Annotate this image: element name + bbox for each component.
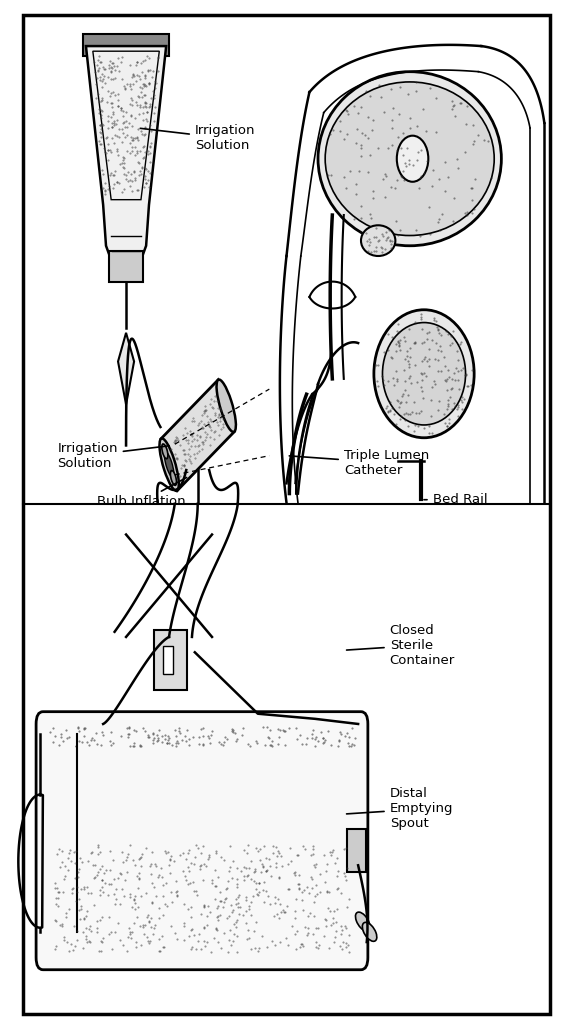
Text: Bulb Inflation: Bulb Inflation (97, 477, 187, 508)
FancyBboxPatch shape (109, 251, 143, 282)
Ellipse shape (164, 452, 174, 477)
FancyBboxPatch shape (83, 34, 169, 56)
Text: Irrigation
Solution: Irrigation Solution (140, 124, 256, 153)
Ellipse shape (170, 471, 176, 485)
Ellipse shape (362, 923, 377, 941)
FancyBboxPatch shape (347, 829, 366, 872)
Ellipse shape (162, 444, 168, 459)
Ellipse shape (159, 438, 179, 490)
Polygon shape (161, 380, 234, 490)
Ellipse shape (325, 82, 494, 236)
Text: Bed Rail: Bed Rail (424, 494, 487, 506)
Ellipse shape (361, 225, 395, 256)
Text: Irrigation
Solution: Irrigation Solution (57, 441, 169, 470)
Ellipse shape (397, 136, 429, 182)
Polygon shape (118, 333, 134, 404)
Ellipse shape (383, 323, 465, 425)
FancyBboxPatch shape (36, 712, 368, 970)
Polygon shape (86, 46, 166, 266)
Ellipse shape (374, 309, 474, 438)
Ellipse shape (318, 72, 501, 246)
Ellipse shape (217, 380, 236, 432)
Text: Closed
Sterile
Container: Closed Sterile Container (347, 624, 455, 667)
FancyBboxPatch shape (154, 630, 187, 690)
Ellipse shape (355, 912, 370, 931)
FancyBboxPatch shape (163, 646, 173, 674)
Text: Triple Lumen
Catheter: Triple Lumen Catheter (289, 449, 429, 477)
FancyBboxPatch shape (23, 15, 550, 1014)
Text: Distal
Emptying
Spout: Distal Emptying Spout (347, 787, 453, 830)
